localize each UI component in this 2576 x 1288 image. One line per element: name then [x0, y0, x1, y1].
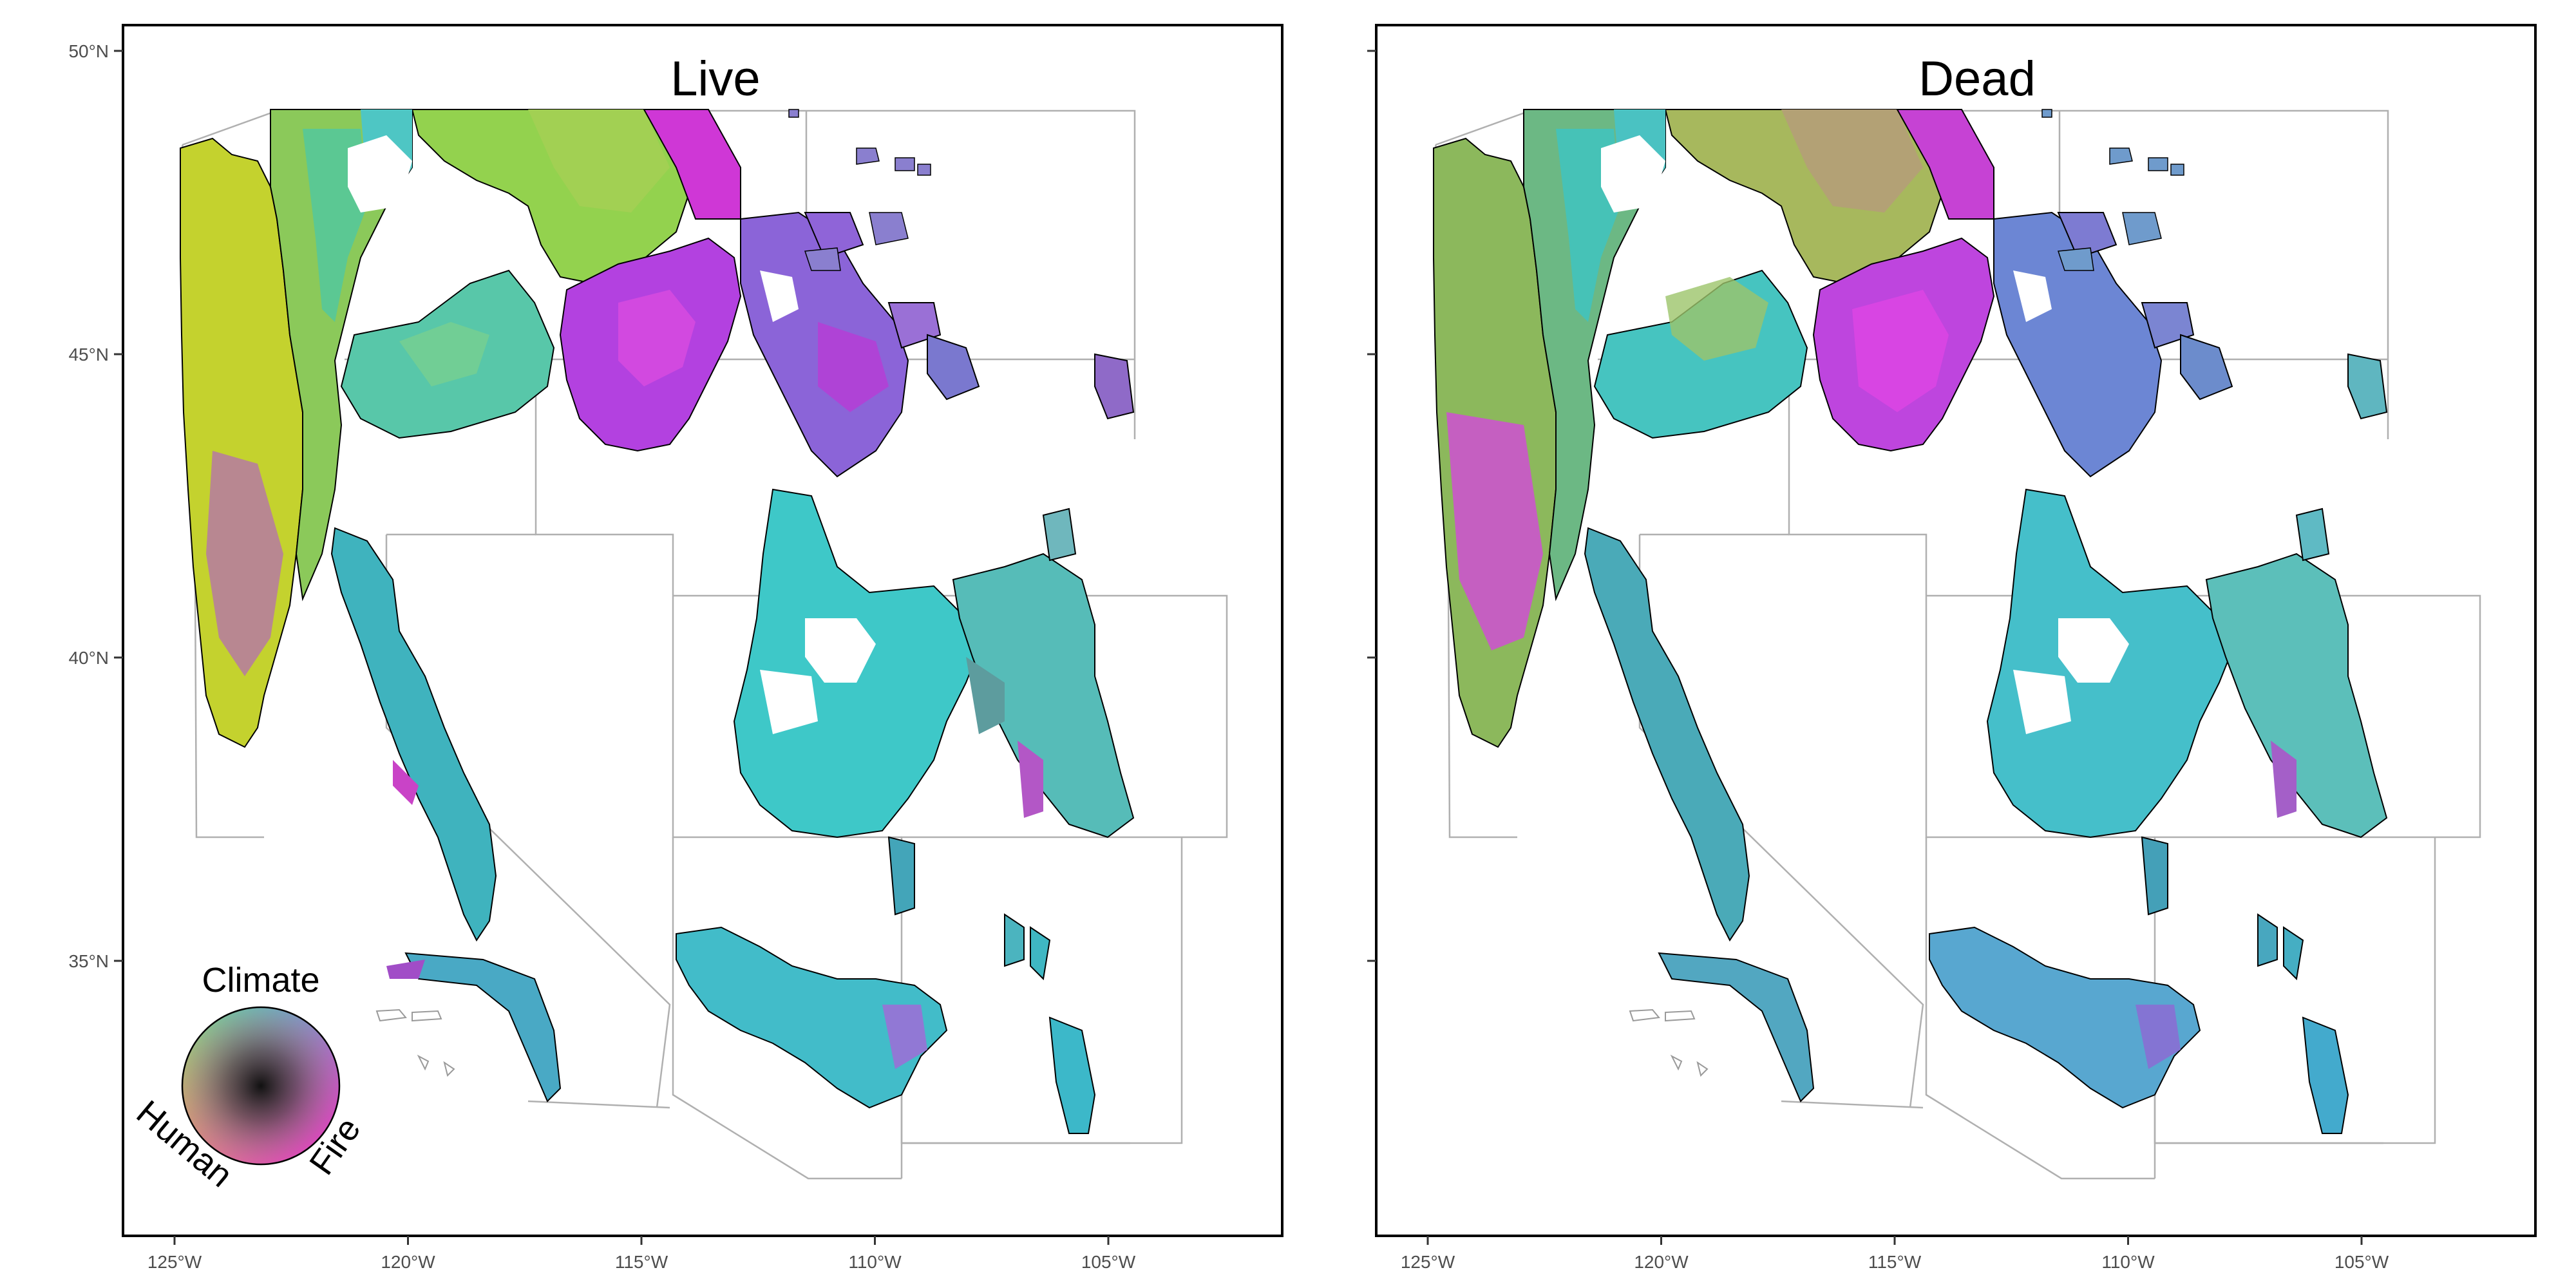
region-ca-islands: [1629, 1009, 1709, 1077]
x-tick-label: 115°W: [1868, 1252, 1922, 1272]
y-tick-label: 45°N: [68, 345, 109, 365]
region-sierra: [1584, 527, 1815, 1103]
region-ca-islands: [375, 1009, 455, 1077]
region-sierra: [330, 527, 562, 1103]
region-idaho: [1812, 237, 1995, 452]
x-tick-label: 120°W: [1634, 1252, 1689, 1272]
panel-dead-map: [1433, 109, 2481, 1180]
y-tick-label: 35°N: [68, 951, 109, 971]
non-forest-gaps: [1601, 135, 2107, 663]
y-tick-label: 40°N: [68, 648, 109, 668]
legend-wheel-outline: [181, 1006, 341, 1166]
x-tick-label: 125°W: [1401, 1252, 1455, 1272]
region-mt-islands: [2041, 109, 2184, 271]
region-s-rockies: [733, 488, 1135, 838]
y-axis-live: 50°N 45°N 40°N 35°N: [68, 41, 123, 971]
panel-dead: Dead 125°W 120°W 115°W 110°W 105°W: [1367, 24, 2537, 1272]
panel-live-map: [180, 109, 1228, 1180]
x-tick-label: 105°W: [2334, 1252, 2389, 1272]
x-tick-label: 110°W: [2101, 1252, 2155, 1272]
x-tick-label: 125°W: [147, 1252, 202, 1272]
x-tick-label: 110°W: [848, 1252, 902, 1272]
panel-title-dead: Dead: [1918, 52, 2036, 106]
x-tick-label: 115°W: [615, 1252, 668, 1272]
panel-live: Live Climate Human Fire 50°N 45°N 40°N 35°N…: [68, 24, 1283, 1272]
panel-title-live: Live: [670, 52, 760, 106]
region-mt-islands: [788, 109, 931, 271]
region-blue-mtns: [1593, 269, 1808, 439]
y-axis-dead: [1367, 50, 1376, 962]
region-mogollon: [1929, 836, 2349, 1134]
legend-label-climate: Climate: [202, 961, 319, 999]
color-wheel-legend: Climate Human Fire: [129, 961, 368, 1195]
x-tick-label: 120°W: [381, 1252, 435, 1272]
region-idaho: [559, 237, 742, 452]
x-axis-dead: 125°W 120°W 115°W 110°W 105°W: [1401, 1236, 2389, 1272]
region-blue-mtns: [340, 269, 555, 439]
region-mogollon: [676, 836, 1096, 1134]
x-tick-label: 105°W: [1081, 1252, 1136, 1272]
non-forest-gaps: [348, 135, 853, 663]
x-axis-live: 125°W 120°W 115°W 110°W 105°W: [147, 1236, 1136, 1272]
y-tick-label: 50°N: [68, 41, 109, 61]
